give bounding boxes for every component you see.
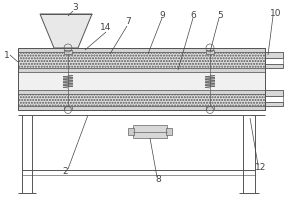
Bar xyxy=(18,94,265,106)
Bar xyxy=(18,68,265,72)
Bar xyxy=(206,106,214,110)
Bar xyxy=(265,102,283,106)
Bar xyxy=(133,125,167,138)
Text: 8: 8 xyxy=(155,176,161,184)
Text: 6: 6 xyxy=(190,10,196,20)
Text: 7: 7 xyxy=(125,18,131,26)
Bar xyxy=(18,48,265,52)
Bar xyxy=(18,52,265,68)
Text: 2: 2 xyxy=(62,168,68,176)
Bar xyxy=(18,106,265,110)
Bar xyxy=(265,90,283,96)
Bar xyxy=(166,128,172,135)
Bar xyxy=(18,72,265,90)
Text: 14: 14 xyxy=(100,23,112,32)
Bar xyxy=(64,106,72,110)
Bar xyxy=(265,52,283,58)
Text: 10: 10 xyxy=(270,8,282,18)
Bar xyxy=(128,128,134,135)
Text: 9: 9 xyxy=(159,10,165,20)
Text: 3: 3 xyxy=(72,3,78,12)
Polygon shape xyxy=(40,14,92,48)
Bar xyxy=(64,50,72,54)
Text: 1: 1 xyxy=(4,50,10,60)
Text: 5: 5 xyxy=(217,10,223,20)
Bar xyxy=(206,50,214,54)
Text: 12: 12 xyxy=(255,164,267,172)
Bar xyxy=(265,64,283,68)
Bar xyxy=(18,90,265,94)
